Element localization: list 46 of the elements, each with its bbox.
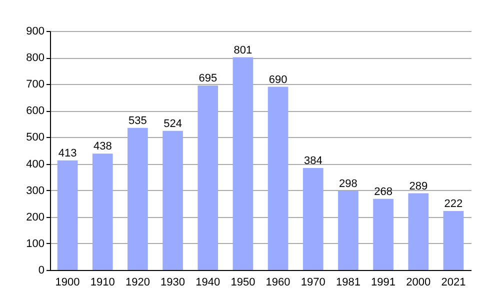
y-tick-label: 300 — [26, 184, 44, 197]
bar — [373, 198, 394, 270]
y-tick-label: 800 — [26, 52, 44, 64]
x-tick-label: 1981 — [336, 276, 360, 288]
bar — [57, 160, 78, 270]
bar — [443, 211, 464, 270]
x-tick-label: 1960 — [266, 276, 290, 288]
bar — [92, 154, 113, 270]
data-label: 298 — [339, 178, 358, 190]
y-tick-label: 200 — [26, 211, 44, 224]
y-tick-label: 600 — [26, 105, 44, 118]
x-tick-label: 2000 — [406, 276, 431, 288]
data-label: 384 — [304, 155, 322, 168]
bar — [128, 128, 148, 270]
y-tick-label: 0 — [38, 264, 44, 276]
data-label: 801 — [234, 44, 252, 56]
bar — [198, 85, 218, 270]
bar — [408, 193, 429, 270]
bar — [232, 57, 254, 270]
bar — [162, 130, 183, 270]
x-tick-label: 1970 — [300, 276, 326, 288]
bar — [268, 86, 288, 270]
data-label: 268 — [374, 186, 392, 198]
data-label: 690 — [268, 74, 288, 86]
data-label: 413 — [58, 147, 77, 160]
x-tick-label: 1920 — [125, 276, 150, 288]
bar — [338, 190, 358, 270]
y-tick-label: 700 — [26, 78, 44, 91]
y-tick-label: 500 — [26, 132, 44, 144]
x-tick-label: 1991 — [371, 276, 396, 288]
data-label: 289 — [409, 180, 428, 192]
data-label: 438 — [93, 140, 112, 153]
data-label: 535 — [128, 114, 147, 127]
x-tick-label: 1940 — [196, 276, 220, 288]
x-tick-label: 1950 — [230, 276, 256, 288]
x-tick-label: 1900 — [55, 276, 80, 288]
x-tick-label: 1930 — [160, 276, 186, 288]
x-tick-label: 1910 — [90, 276, 115, 288]
y-tick-label: 900 — [26, 26, 44, 38]
data-label: 222 — [444, 198, 463, 210]
data-label: 524 — [164, 118, 182, 130]
data-label: 695 — [198, 72, 218, 84]
y-tick-label: 400 — [26, 158, 44, 170]
y-tick-label: 100 — [26, 238, 44, 250]
x-tick-label: 2021 — [441, 276, 466, 288]
bar — [302, 168, 324, 270]
